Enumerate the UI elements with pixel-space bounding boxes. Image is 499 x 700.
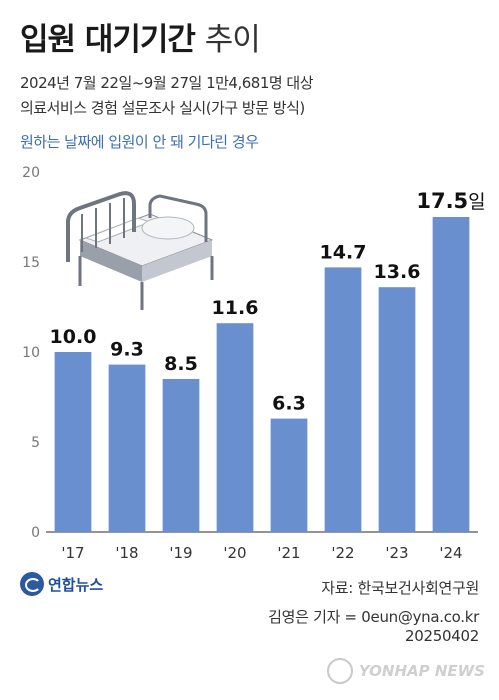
bar [162,379,200,532]
bar-value-label: 13.6 [374,261,421,283]
date-stamp: 20250402 [405,627,479,645]
chart-note: 원하는 날짜에 입원이 안 돼 기다린 경우 [20,133,259,151]
watermark-logo-icon [326,658,353,684]
title-light: 추이 [204,22,261,58]
y-tick-label: 20 [22,165,40,181]
yonhap-logo: 연합뉴스 [20,572,103,596]
subtitle-line2: 의료서비스 경험 설문조사 실시(가구 방문 방식) [20,99,305,117]
x-tick-label: '22 [331,544,354,562]
x-tick-label: '19 [169,544,192,562]
source-text: 자료: 한국보건사회연구원 [321,579,479,597]
y-tick-label: 5 [31,435,40,451]
y-tick-label: 10 [22,345,40,361]
bar-value-label: 8.5 [164,353,198,375]
x-tick-label: '24 [439,544,462,562]
logo-text: 연합뉴스 [48,575,104,594]
x-tick-label: '17 [61,544,84,562]
bar [54,352,92,532]
y-tick-label: 0 [31,525,40,541]
title-bold: 입원 대기기간 [20,22,196,58]
bar [108,364,146,532]
bar [324,267,362,532]
bar-value-label: 17.5일 [416,189,485,213]
bar [432,217,470,532]
x-tick-label: '23 [385,544,408,562]
bar-value-label: 11.6 [212,297,259,319]
reporter-credit: 김영은 기자 = 0eun@yna.co.kr [268,608,479,626]
bar-value-label: 14.7 [320,241,367,263]
x-tick-label: '21 [277,544,300,562]
bar-value-label: 10.0 [50,326,97,348]
hospital-bed-icon [66,191,214,310]
bar [216,323,254,532]
yonhap-logo-icon [20,572,44,596]
chart-title: 입원 대기기간 추이 [20,14,261,59]
watermark: YONHAP NEWS [326,658,485,684]
x-tick-label: '18 [115,544,138,562]
bar [270,418,308,532]
bar-value-label: 6.3 [272,393,306,415]
x-tick-label: '20 [223,544,246,562]
y-tick-label: 15 [22,255,40,271]
bar-value-label: 9.3 [110,339,144,361]
subtitle-line1: 2024년 7월 22일~9월 27일 1만4,681명 대상 [20,74,314,92]
bar [378,287,416,532]
watermark-text: YONHAP NEWS [358,662,485,680]
